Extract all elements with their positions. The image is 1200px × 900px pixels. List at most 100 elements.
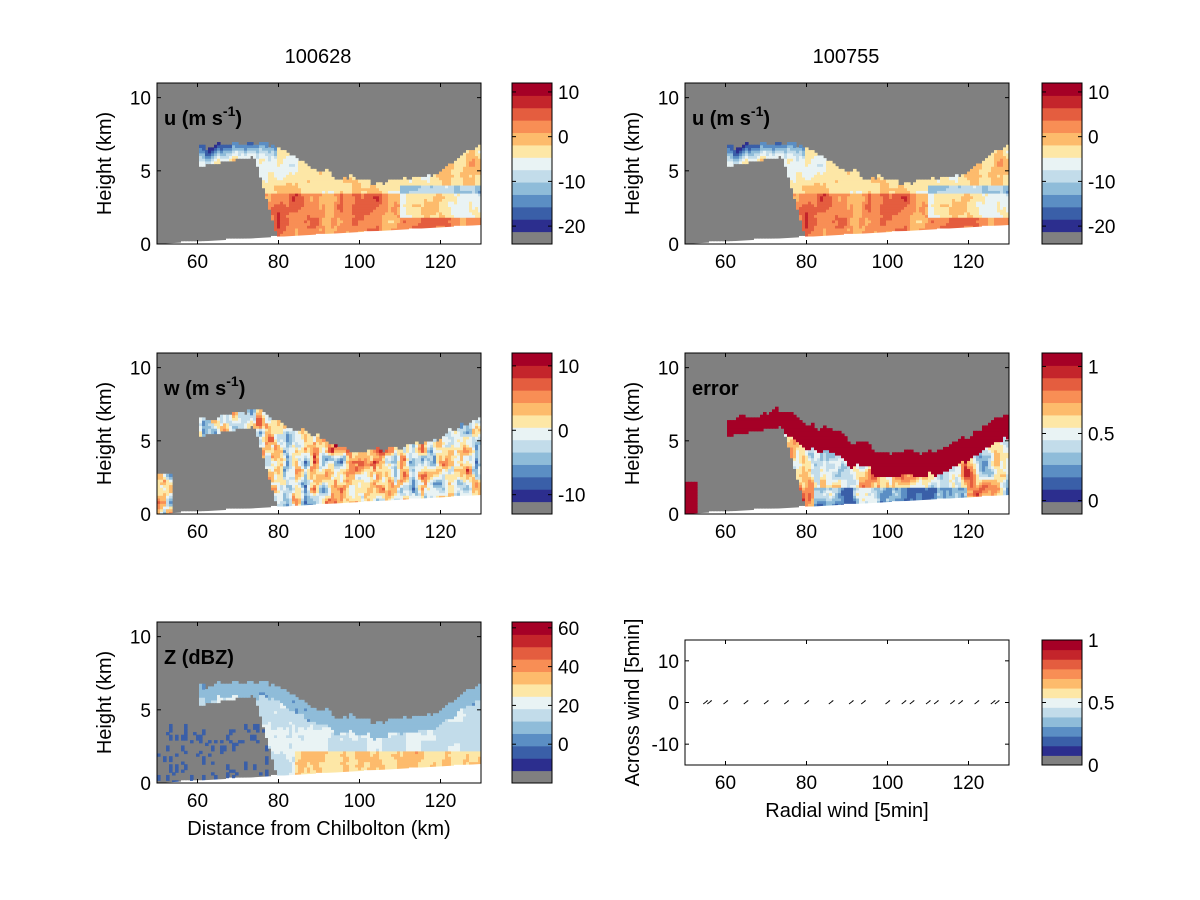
- panel-1-cell: [754, 155, 758, 159]
- panel-2-cell: [250, 409, 254, 413]
- panel-1-cell: [1003, 209, 1007, 213]
- panel-1-cell: [940, 219, 944, 224]
- panel-1-cell: [958, 193, 962, 197]
- panel-1-cell: [814, 163, 818, 167]
- panel-0-cell: [439, 214, 443, 218]
- panel-0-cell: [259, 158, 263, 162]
- panel-0-cell: [454, 211, 458, 216]
- panel-2-cell: [280, 428, 284, 432]
- panel-0-cell: [475, 155, 479, 159]
- panel-0-cell: [322, 174, 326, 178]
- panel-1-cell: [997, 152, 1001, 157]
- panel-1-cell: [811, 209, 815, 213]
- panel-0-cell: [403, 206, 407, 210]
- panel-1-cell: [793, 144, 797, 148]
- panel-0-cell: [274, 214, 278, 218]
- panel-0-cell: [271, 168, 275, 173]
- panel-1-cell: [751, 152, 755, 157]
- panel-0-cell: [253, 144, 257, 148]
- panel-1-cell: [805, 158, 809, 162]
- panel-1-cell: [943, 219, 947, 224]
- panel-0-cell: [274, 174, 278, 178]
- panel-1-cell: [799, 187, 803, 191]
- panel-1-cell: [985, 201, 989, 205]
- panel-1-cell: [832, 227, 836, 232]
- panel-0-cell: [439, 187, 443, 191]
- panel-0-cell: [316, 171, 320, 175]
- panel-0-cell: [379, 182, 383, 186]
- panel-2-cell: [250, 422, 254, 427]
- panel-0-cell: [337, 225, 341, 229]
- panel-1-cell: [838, 209, 842, 213]
- panel-2-cell: [202, 425, 206, 429]
- panel-1-cell: [985, 211, 989, 216]
- panel-1-cell: [859, 211, 863, 216]
- panel-2-cell: [211, 425, 215, 429]
- panel-0-cell: [352, 179, 356, 183]
- panel-1-cell: [994, 198, 998, 202]
- panel-2-cell: [166, 500, 170, 504]
- panel-0-cell: [463, 171, 467, 175]
- panel-1-cell: [892, 227, 896, 232]
- panel-1-cell: [940, 222, 944, 226]
- panel-0-cell: [433, 201, 437, 205]
- panel-1-cell: [853, 211, 857, 216]
- panel-2-cell: [286, 495, 290, 499]
- panel-0-cell: [355, 230, 359, 234]
- panel-0-cell: [367, 195, 371, 199]
- panel-0-cell: [460, 171, 464, 175]
- panel-2-cell: [253, 412, 257, 416]
- panel-1-cell: [829, 209, 833, 213]
- panel-0-cell: [229, 150, 233, 154]
- panel-0-cell: [343, 211, 347, 216]
- panel-0-cell: [286, 174, 290, 178]
- panel-1-cell: [949, 209, 953, 213]
- panel-2-cell: [277, 425, 281, 429]
- panel-1-cell: [892, 203, 896, 208]
- panel-0-colorbar-segment: [512, 120, 552, 134]
- panel-2-cell: [157, 473, 161, 478]
- panel-0-cell: [391, 195, 395, 199]
- panel-0-cell: [382, 211, 386, 216]
- panel-1-cell: [868, 179, 872, 183]
- panel-1-cell: [808, 214, 812, 218]
- panel-1-cell: [847, 201, 851, 205]
- panel-0-cell: [217, 152, 221, 157]
- panel-1-cell: [733, 158, 737, 162]
- panel-2-cell: [220, 428, 224, 432]
- panel-0-cell: [325, 179, 329, 183]
- panel-2-cell: [283, 433, 287, 437]
- panel-1-cell: [835, 230, 839, 234]
- panel-1-cell: [826, 174, 830, 178]
- panel-1-cell: [997, 174, 1001, 178]
- panel-1-cell: [889, 193, 893, 197]
- panel-1-cell: [856, 201, 860, 205]
- panel-0-cell: [226, 152, 230, 157]
- panel-0-cell: [397, 179, 401, 183]
- panel-0-cell: [466, 182, 470, 186]
- panel-0-cell: [385, 227, 389, 232]
- panel-2-cell: [286, 444, 290, 448]
- panel-1-cell: [976, 168, 980, 173]
- panel-1-cell: [958, 182, 962, 186]
- panel-1-cell: [886, 209, 890, 213]
- panel-1-cell: [823, 158, 827, 162]
- panel-1-cell: [757, 147, 761, 151]
- panel-1-cell: [793, 150, 797, 154]
- panel-1-cell: [880, 219, 884, 224]
- panel-0-cell: [238, 150, 242, 154]
- panel-0-cell: [199, 155, 203, 159]
- panel-2-cell: [238, 420, 242, 424]
- panel-0-cell: [355, 219, 359, 224]
- panel-0-cell: [478, 182, 481, 186]
- panel-1-cell: [745, 147, 749, 151]
- panel-0-cell: [331, 214, 335, 218]
- panel-0-cell: [262, 160, 266, 165]
- panel-0-cell: [418, 184, 422, 189]
- panel-0-cell: [445, 206, 449, 210]
- panel-0-cell: [262, 147, 266, 151]
- panel-0-cell: [466, 209, 470, 213]
- panel-1-cell: [1003, 171, 1007, 175]
- panel-1-cell: [823, 233, 827, 237]
- panel-1-cell: [838, 187, 842, 191]
